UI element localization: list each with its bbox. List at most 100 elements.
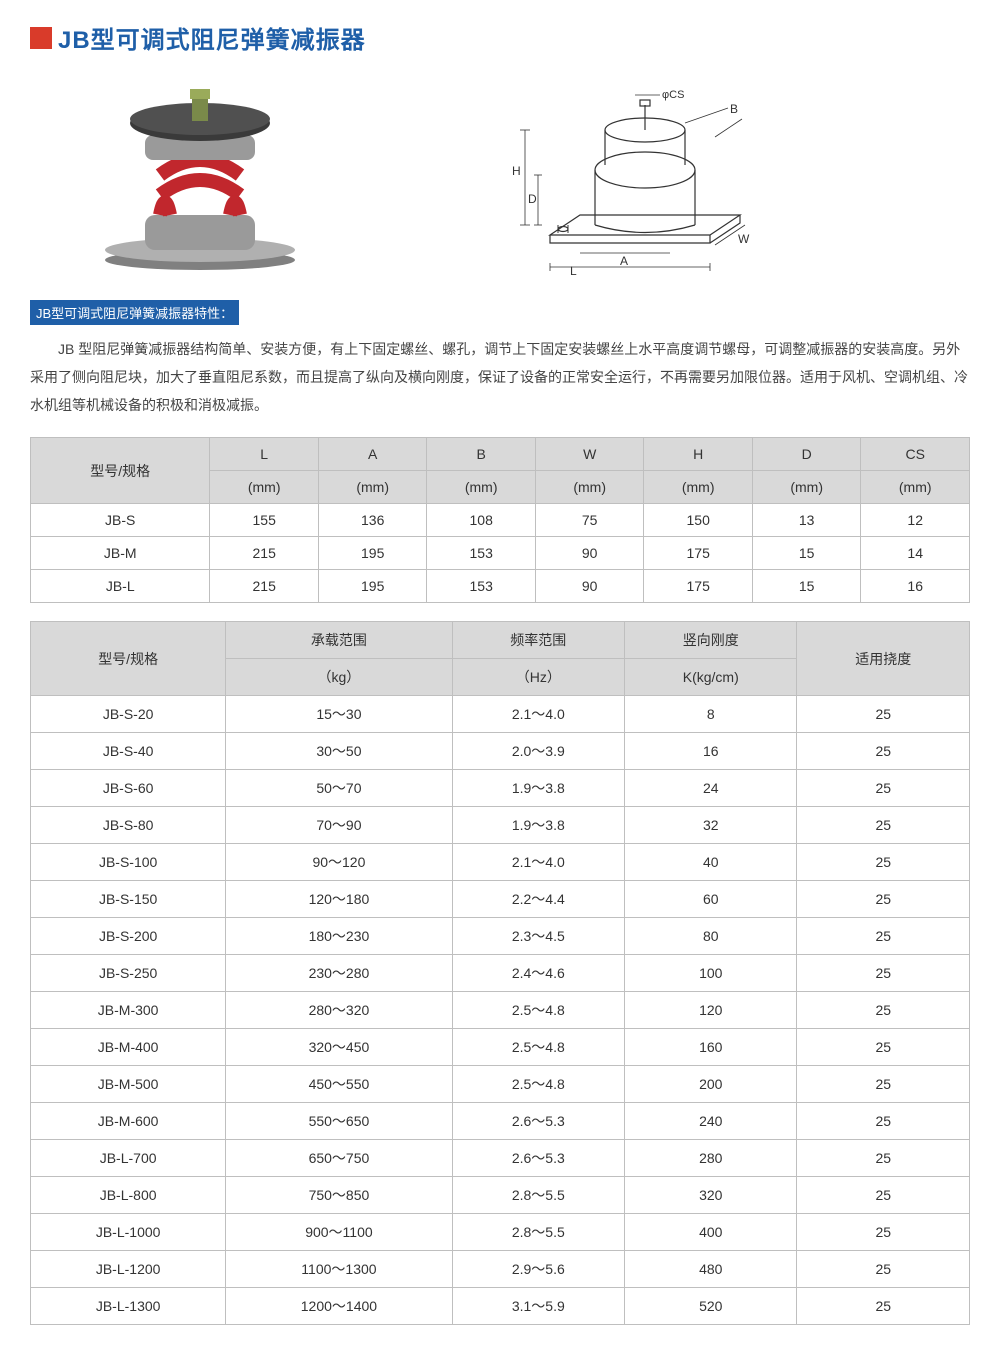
- page-title: JB型可调式阻尼弹簧减振器: [58, 20, 366, 55]
- t2-value-cell: 650～750: [226, 1140, 452, 1177]
- table-row: JB-M-300280～3202.5～4.812025: [31, 992, 970, 1029]
- table-row: JB-L215195153901751516: [31, 570, 970, 603]
- t2-value-cell: 280～320: [226, 992, 452, 1029]
- t1-unit-1: (mm): [318, 471, 427, 504]
- t1-value-cell: 75: [535, 504, 644, 537]
- t2-h-4: 适用挠度: [797, 622, 970, 696]
- t2-u-3: K(kg/cm): [625, 659, 797, 696]
- table-row: JB-L-1000900～11002.8～5.540025: [31, 1214, 970, 1251]
- t2-value-cell: 120: [625, 992, 797, 1029]
- diagram-label-h: H: [512, 164, 521, 178]
- table-row: JB-S-8070～901.9～3.83225: [31, 807, 970, 844]
- t1-value-cell: 108: [427, 504, 536, 537]
- t2-u-1: （kg）: [226, 659, 452, 696]
- t1-value-cell: 136: [318, 504, 427, 537]
- t2-value-cell: JB-S-200: [31, 918, 226, 955]
- table-row: JB-S-150120～1802.2～4.46025: [31, 881, 970, 918]
- t2-value-cell: 2.3～4.5: [452, 918, 624, 955]
- t2-value-cell: 15～30: [226, 696, 452, 733]
- t2-value-cell: 25: [797, 918, 970, 955]
- table-row: JB-S-10090～1202.1～4.04025: [31, 844, 970, 881]
- t2-value-cell: 25: [797, 1177, 970, 1214]
- t2-value-cell: 120～180: [226, 881, 452, 918]
- t1-unit-3: (mm): [535, 471, 644, 504]
- t2-value-cell: JB-S-150: [31, 881, 226, 918]
- t2-value-cell: 900～1100: [226, 1214, 452, 1251]
- t1-unit-2: (mm): [427, 471, 536, 504]
- t1-value-cell: 12: [861, 504, 970, 537]
- t2-h-0: 型号/规格: [31, 622, 226, 696]
- t1-col-5: D: [752, 438, 861, 471]
- t2-value-cell: 480: [625, 1251, 797, 1288]
- table-row: JB-M-400320～4502.5～4.816025: [31, 1029, 970, 1066]
- t2-value-cell: 2.8～5.5: [452, 1177, 624, 1214]
- t1-col-0: L: [210, 438, 319, 471]
- t2-value-cell: 25: [797, 1288, 970, 1325]
- table-row: JB-M-600550～6502.6～5.324025: [31, 1103, 970, 1140]
- t1-model-cell: JB-M: [31, 537, 210, 570]
- t1-value-cell: 215: [210, 537, 319, 570]
- t1-model-cell: JB-L: [31, 570, 210, 603]
- t1-value-cell: 175: [644, 570, 753, 603]
- table-row: JB-L-700650～7502.6～5.328025: [31, 1140, 970, 1177]
- table-row: JB-L-13001200～14003.1～5.952025: [31, 1288, 970, 1325]
- t2-value-cell: 32: [625, 807, 797, 844]
- table-row: JB-S-200180～2302.3～4.58025: [31, 918, 970, 955]
- t2-value-cell: 2.4～4.6: [452, 955, 624, 992]
- t2-value-cell: 160: [625, 1029, 797, 1066]
- t2-value-cell: 180～230: [226, 918, 452, 955]
- t1-value-cell: 153: [427, 537, 536, 570]
- t2-value-cell: 2.0～3.9: [452, 733, 624, 770]
- t2-value-cell: JB-M-300: [31, 992, 226, 1029]
- t2-value-cell: JB-L-1000: [31, 1214, 226, 1251]
- t2-value-cell: 25: [797, 1251, 970, 1288]
- t2-value-cell: 25: [797, 696, 970, 733]
- table-row: JB-M215195153901751514: [31, 537, 970, 570]
- t2-h-1: 承载范围: [226, 622, 452, 659]
- t1-col-6: CS: [861, 438, 970, 471]
- t1-value-cell: 16: [861, 570, 970, 603]
- t2-value-cell: 90～120: [226, 844, 452, 881]
- t1-value-cell: 90: [535, 537, 644, 570]
- t1-unit-6: (mm): [861, 471, 970, 504]
- t1-value-cell: 15: [752, 570, 861, 603]
- t2-value-cell: 3.1～5.9: [452, 1288, 624, 1325]
- t1-value-cell: 195: [318, 537, 427, 570]
- t2-value-cell: 240: [625, 1103, 797, 1140]
- t2-value-cell: 100: [625, 955, 797, 992]
- t2-value-cell: 320～450: [226, 1029, 452, 1066]
- t2-value-cell: 2.2～4.4: [452, 881, 624, 918]
- t2-value-cell: JB-S-250: [31, 955, 226, 992]
- t2-value-cell: 2.1～4.0: [452, 844, 624, 881]
- table-row: JB-S-250230～2802.4～4.610025: [31, 955, 970, 992]
- t1-value-cell: 14: [861, 537, 970, 570]
- t2-value-cell: 30～50: [226, 733, 452, 770]
- product-photo: [90, 75, 310, 275]
- diagram-label-l: L: [570, 264, 577, 275]
- t2-value-cell: JB-L-1300: [31, 1288, 226, 1325]
- t2-value-cell: JB-S-100: [31, 844, 226, 881]
- table-row: JB-M-500450～5502.5～4.820025: [31, 1066, 970, 1103]
- table-row: JB-S-2015～302.1～4.0825: [31, 696, 970, 733]
- t1-value-cell: 15: [752, 537, 861, 570]
- t2-value-cell: JB-M-400: [31, 1029, 226, 1066]
- t2-value-cell: 450～550: [226, 1066, 452, 1103]
- t1-value-cell: 153: [427, 570, 536, 603]
- t2-value-cell: 520: [625, 1288, 797, 1325]
- title-square-icon: [30, 27, 52, 49]
- t2-value-cell: JB-M-500: [31, 1066, 226, 1103]
- features-label: JB型可调式阻尼弹簧减振器特性：: [30, 300, 239, 325]
- t2-u-2: （Hz）: [452, 659, 624, 696]
- t2-h-2: 频率范围: [452, 622, 624, 659]
- t2-value-cell: 2.5～4.8: [452, 1029, 624, 1066]
- t2-value-cell: 70～90: [226, 807, 452, 844]
- t1-col-3: W: [535, 438, 644, 471]
- table-row: JB-S155136108751501312: [31, 504, 970, 537]
- description-text: JB 型阻尼弹簧减振器结构简单、安装方便，有上下固定螺丝、螺孔，调节上下固定安装…: [30, 335, 970, 419]
- specs-table: 型号/规格 承载范围 频率范围 竖向刚度 适用挠度 （kg） （Hz） K(kg…: [30, 621, 970, 1325]
- t1-col-1: A: [318, 438, 427, 471]
- t2-value-cell: 200: [625, 1066, 797, 1103]
- t2-value-cell: 280: [625, 1140, 797, 1177]
- t2-value-cell: 1.9～3.8: [452, 770, 624, 807]
- t2-value-cell: 8: [625, 696, 797, 733]
